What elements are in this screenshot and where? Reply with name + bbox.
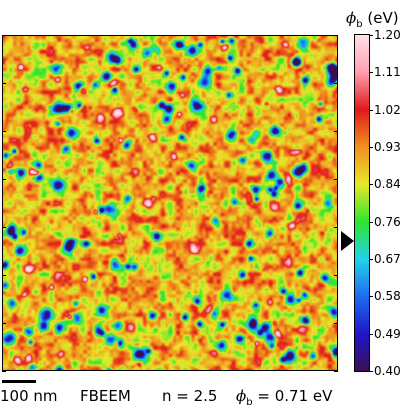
colorbar-tick-label: 0.93 (374, 140, 401, 154)
colorbar-tick (370, 35, 373, 36)
colorbar-tick (370, 371, 373, 372)
colorbar-tick (370, 221, 373, 223)
colorbar-tick-label: 1.20 (374, 28, 401, 42)
scale-bar (2, 380, 36, 383)
n-label: n = 2.5 (162, 387, 218, 405)
frame-tick (2, 179, 6, 180)
colorbar-unit: (eV) (367, 9, 399, 27)
mode-label: FBEEM (80, 387, 131, 405)
frame-tick (2, 371, 6, 372)
barrier-height-map-canvas (3, 36, 337, 370)
colorbar-title: ϕb (eV) (346, 9, 399, 30)
frame-tick (334, 35, 338, 36)
colorbar-tick-label: 0.76 (374, 214, 401, 229)
frame-tick (334, 179, 338, 180)
scale-label: 100 nm (0, 387, 58, 405)
colorbar-symbol: ϕ (346, 9, 357, 27)
frame-tick (334, 371, 338, 372)
colorbar-tick (370, 109, 373, 111)
colorbar-tick-label: 0.58 (374, 289, 401, 304)
colorbar-tick (370, 184, 373, 186)
frame-tick (334, 227, 338, 228)
colorbar-tick-label: 0.67 (374, 252, 401, 266)
colorbar-marker-triangle (341, 231, 354, 252)
frame-tick (334, 83, 338, 84)
frame-tick (2, 227, 6, 228)
colorbar (354, 34, 370, 372)
frame-tick (2, 323, 6, 324)
phi-value: = 0.71 eV (257, 387, 333, 405)
colorbar-tick (370, 333, 373, 335)
frame-tick (2, 131, 6, 132)
frame-tick (2, 35, 6, 36)
frame-tick (334, 323, 338, 324)
phi-symbol: ϕ (236, 387, 247, 405)
colorbar-tick-label: 0.84 (374, 177, 401, 192)
frame-tick (334, 131, 338, 132)
colorbar-tick-label: 0.40 (374, 364, 401, 378)
phi-subscript: b (246, 397, 253, 408)
colorbar-tick (370, 72, 373, 74)
frame-tick (2, 83, 6, 84)
frame-tick (334, 275, 338, 276)
frame-tick (2, 275, 6, 276)
colorbar-tick (370, 147, 373, 148)
colorbar-subscript: b (356, 19, 363, 30)
colorbar-tick (370, 296, 373, 298)
colorbar-tick-label: 1.02 (374, 102, 401, 117)
colorbar-tick-label: 1.11 (374, 65, 401, 80)
fbeem-map (2, 35, 338, 371)
colorbar-tick-label: 0.49 (374, 326, 401, 341)
colorbar-tick (370, 259, 373, 260)
phi-label: ϕb = 0.71 eV (236, 387, 332, 408)
